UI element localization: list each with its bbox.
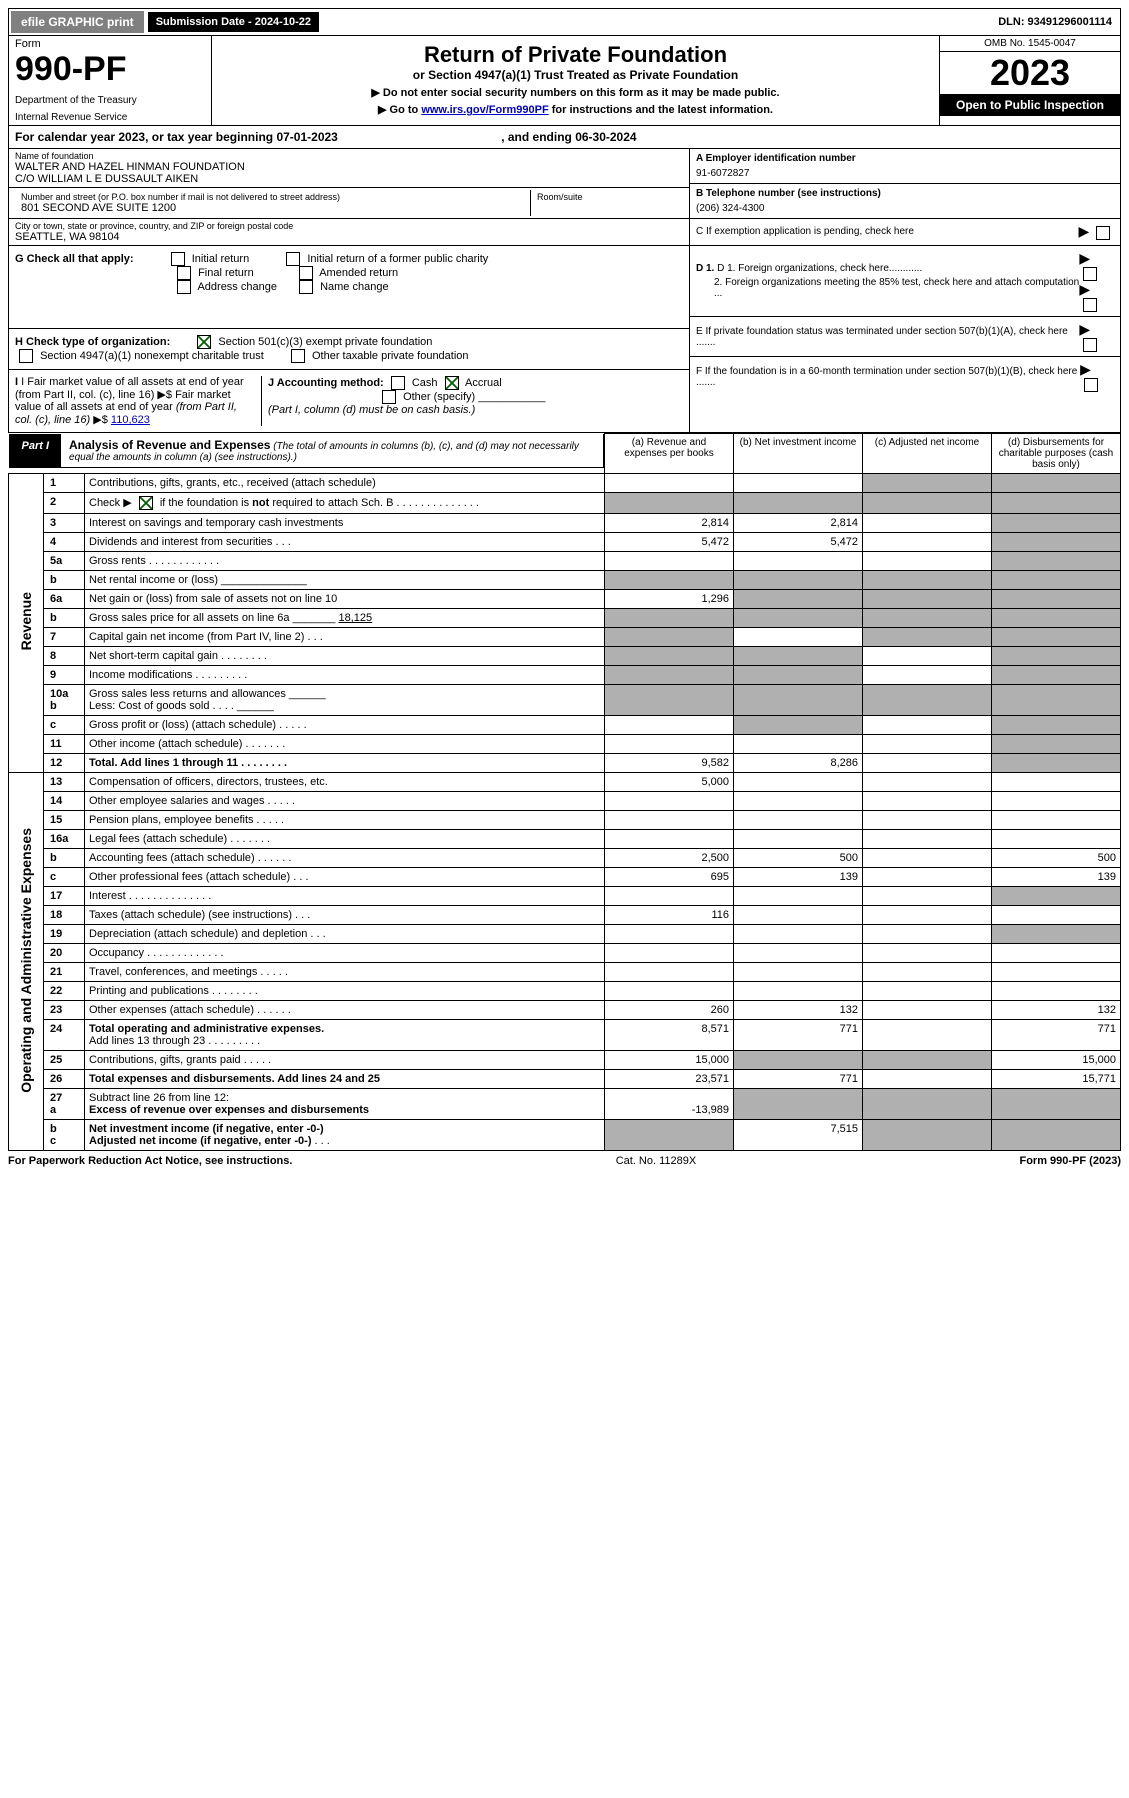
c-label: C If exemption application is pending, c… (696, 226, 914, 237)
form-header: Form 990-PF Department of the Treasury I… (8, 36, 1121, 126)
ein-label: A Employer identification number (696, 153, 856, 164)
phone-label: B Telephone number (see instructions) (696, 188, 881, 199)
j-cash[interactable] (391, 376, 405, 390)
j-accrual[interactable] (445, 376, 459, 390)
part1-table: Part I Analysis of Revenue and Expenses … (8, 433, 1121, 1151)
f-label: F If the foundation is in a 60-month ter… (696, 366, 1080, 388)
g-label: G Check all that apply: (15, 253, 134, 265)
part1-title: Analysis of Revenue and Expenses (69, 438, 270, 452)
h-label: H Check type of organization: (15, 336, 170, 348)
top-bar: efile GRAPHIC print Submission Date - 20… (8, 8, 1121, 36)
h-other[interactable] (291, 349, 305, 363)
expenses-label: Operating and Administrative Expenses (18, 828, 34, 1093)
info-grid: Name of foundation WALTER AND HAZEL HINM… (8, 149, 1121, 246)
dept-label: Department of the Treasury (15, 95, 205, 106)
revenue-label: Revenue (18, 592, 34, 650)
line2-check[interactable] (139, 496, 153, 510)
calendar-year-row: For calendar year 2023, or tax year begi… (8, 126, 1121, 149)
ein: 91-6072827 (696, 168, 856, 179)
form-title: Return of Private Foundation (218, 42, 933, 68)
j-label: J Accounting method: (268, 377, 384, 389)
h-4947[interactable] (19, 349, 33, 363)
g-address[interactable] (177, 280, 191, 294)
efile-btn[interactable]: efile GRAPHIC print (11, 11, 144, 33)
h-501c3[interactable] (197, 335, 211, 349)
note2: ▶ Go to www.irs.gov/Form990PF for instru… (218, 103, 933, 116)
g-name[interactable] (299, 280, 313, 294)
e-checkbox[interactable] (1083, 338, 1097, 352)
name-label: Name of foundation (15, 151, 683, 161)
addr-label: Number and street (or P.O. box number if… (21, 192, 524, 202)
col-d: (d) Disbursements for charitable purpose… (992, 434, 1121, 474)
g-final[interactable] (177, 266, 191, 280)
footer: For Paperwork Reduction Act Notice, see … (8, 1155, 1121, 1167)
f-checkbox[interactable] (1084, 378, 1098, 392)
col-b: (b) Net investment income (734, 434, 863, 474)
col-a: (a) Revenue and expenses per books (605, 434, 734, 474)
open-inspection: Open to Public Inspection (940, 94, 1120, 116)
footer-left: For Paperwork Reduction Act Notice, see … (8, 1155, 292, 1167)
form-label: Form (15, 38, 205, 50)
foundation-name1: WALTER AND HAZEL HINMAN FOUNDATION (15, 161, 683, 173)
irs-label: Internal Revenue Service (15, 112, 205, 123)
j-note: (Part I, column (d) must be on cash basi… (268, 404, 475, 416)
city-label: City or town, state or province, country… (15, 221, 683, 231)
g-initial[interactable] (171, 252, 185, 266)
i-value[interactable]: 110,623 (111, 414, 150, 426)
form-subtitle: or Section 4947(a)(1) Trust Treated as P… (218, 68, 933, 82)
city: SEATTLE, WA 98104 (15, 231, 683, 243)
irs-link[interactable]: www.irs.gov/Form990PF (421, 104, 548, 116)
footer-mid: Cat. No. 11289X (616, 1155, 697, 1167)
note1: ▶ Do not enter social security numbers o… (218, 86, 933, 99)
form-number: 990-PF (15, 50, 205, 89)
phone: (206) 324-4300 (696, 203, 881, 214)
address: 801 SECOND AVE SUITE 1200 (21, 202, 524, 214)
j-other-chk[interactable] (382, 390, 396, 404)
foundation-name2: C/O WILLIAM L E DUSSAULT AIKEN (15, 173, 683, 185)
col-c: (c) Adjusted net income (863, 434, 992, 474)
g-initial-former[interactable] (286, 252, 300, 266)
room-label: Room/suite (537, 192, 677, 202)
lower-grid: G Check all that apply: Initial return I… (8, 246, 1121, 433)
part1-tab: Part I (10, 434, 62, 467)
g-amended[interactable] (299, 266, 313, 280)
omb-number: OMB No. 1545-0047 (940, 36, 1120, 52)
d2-checkbox[interactable] (1083, 298, 1097, 312)
footer-right: Form 990-PF (2023) (1019, 1155, 1121, 1167)
submission-date: Submission Date - 2024-10-22 (148, 12, 319, 32)
c-checkbox[interactable] (1096, 226, 1110, 240)
e-label: E If private foundation status was termi… (696, 326, 1079, 348)
i-label: I (15, 376, 18, 388)
dln: DLN: 93491296001114 (998, 16, 1118, 28)
d1-checkbox[interactable] (1083, 267, 1097, 281)
tax-year: 2023 (940, 52, 1120, 94)
